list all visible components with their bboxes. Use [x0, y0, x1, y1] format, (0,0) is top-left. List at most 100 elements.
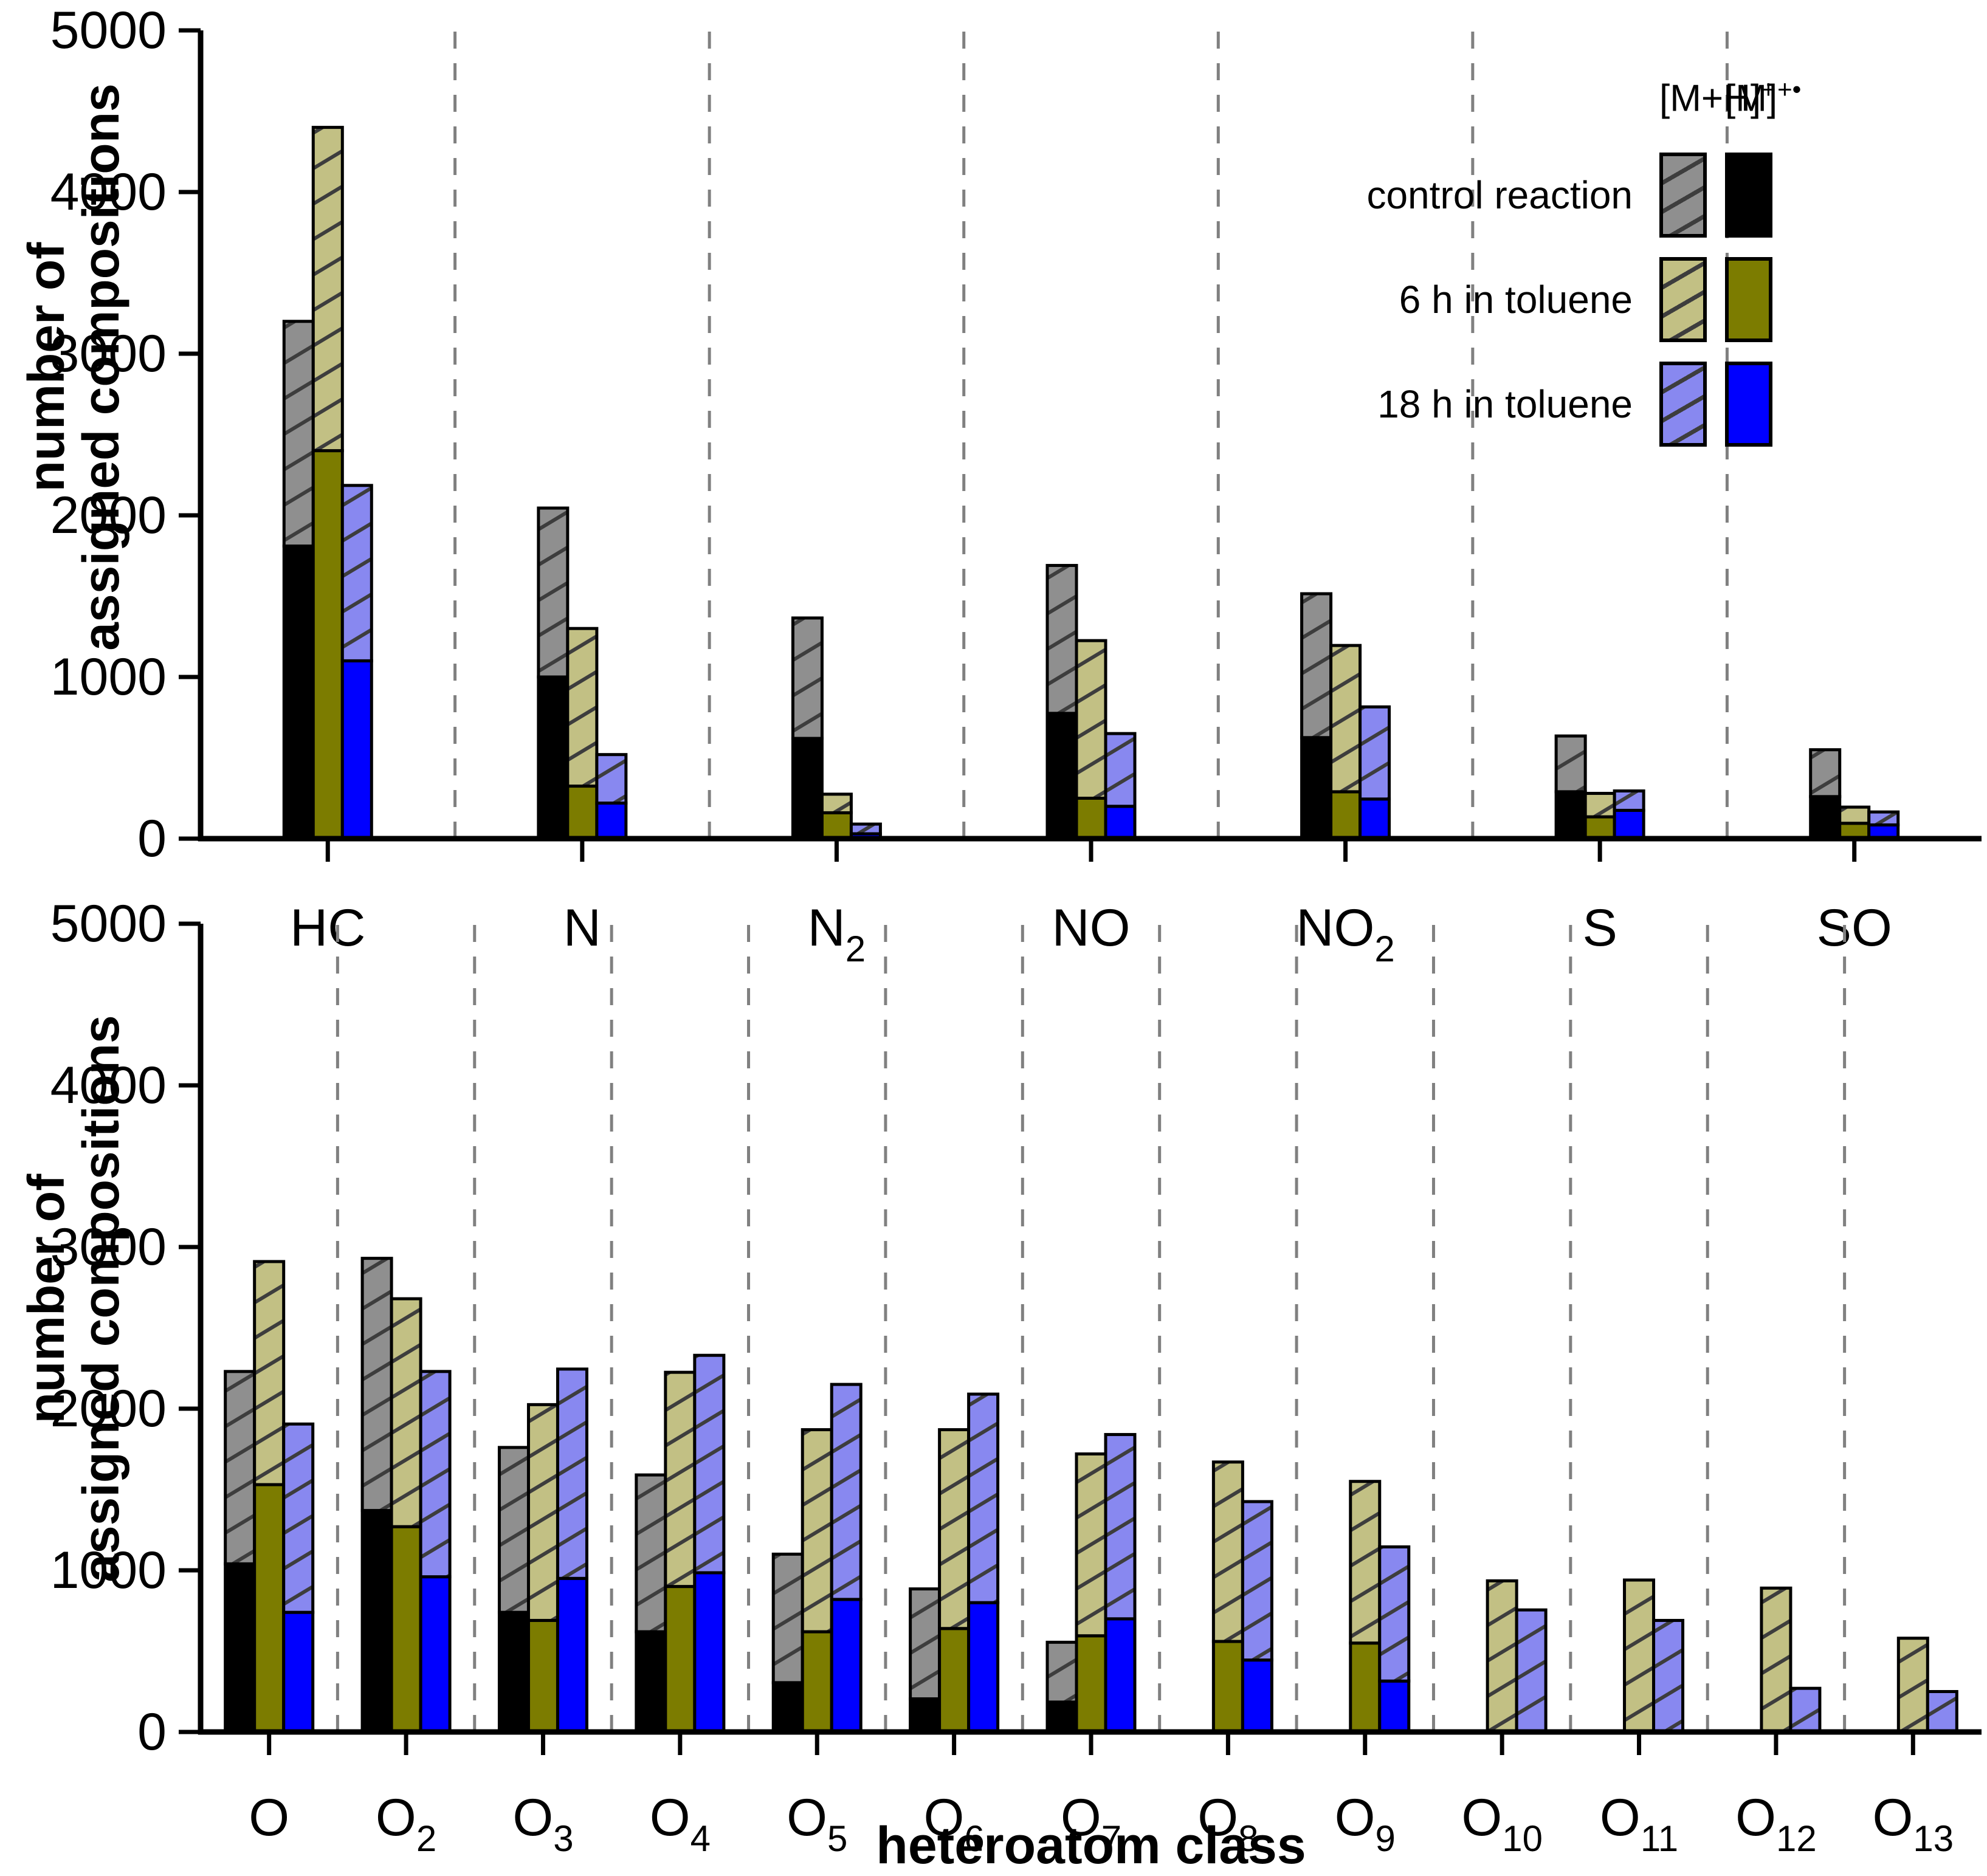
- bottom-bar-O12-cond1-hatchlines: [1761, 1588, 1791, 1732]
- bottom-yticklabel-3000: 3000: [50, 1218, 167, 1276]
- bottom-bar-O7-cond2-hatchoutline: [1104, 1433, 1137, 1621]
- bottom-bar-O7-cond0-hatchlines: [1047, 1642, 1076, 1702]
- top-xticklabel-HC: HC: [290, 899, 365, 957]
- top-yticklabel-5000: 5000: [50, 1, 167, 60]
- top-bar-N2-cond2-hatchoutline: [849, 822, 882, 836]
- top-bar-N-cond0-solid: [537, 675, 570, 840]
- top-bar-N2-cond1-hatchlines: [822, 794, 852, 813]
- bottom-bar-O7-cond2-solid: [1104, 1617, 1137, 1734]
- top-bar-N-cond2-solid: [595, 801, 628, 840]
- bottom-bar-O6-cond0-solid: [909, 1697, 942, 1734]
- top-bar-N-cond1-hatchoutline: [566, 627, 599, 788]
- top-bar-N-cond1-solid: [566, 785, 599, 840]
- bottom-yticklabel-5000: 5000: [50, 895, 167, 953]
- top-bar-SO-cond0-hatchlines: [1810, 749, 1840, 797]
- bottom-bar-O8-cond1-solid: [1211, 1640, 1244, 1734]
- bottom-bar-O-cond2-solid: [282, 1610, 315, 1734]
- bottom-bar-O6-cond0-hatchlines: [910, 1589, 940, 1699]
- legend-header-radical-sup: +•: [1777, 75, 1802, 103]
- bottom-bar-O5-cond2-hatchlines: [832, 1384, 861, 1599]
- bottom-bar-O4-cond0-hatchlines: [636, 1475, 666, 1632]
- legend-header-radical: [M]+•: [1725, 75, 1802, 120]
- bottom-bar-O4-cond2-solid: [693, 1571, 726, 1734]
- top-bar-S-cond0-hatchoutline: [1554, 734, 1587, 794]
- bottom-bar-O10-cond1-hatchlines: [1487, 1581, 1517, 1732]
- bottom-xticklabel-O9: O9: [1335, 1788, 1396, 1859]
- top-bar-N-cond1-hatchlines: [567, 628, 597, 786]
- bottom-bar-O4-cond1-hatchlines: [665, 1372, 695, 1587]
- top-bar-SO-cond2-hatchoutline: [1867, 810, 1900, 826]
- top-yticklabel-4000: 4000: [50, 163, 167, 221]
- top-bar-HC-cond2-solid: [340, 659, 373, 840]
- bottom-bar-O6-cond1-hatchlines: [939, 1429, 969, 1629]
- bottom-bar-O2-cond1-solid: [390, 1525, 422, 1734]
- bottom-xticklabel-O11: O11: [1600, 1788, 1678, 1859]
- bottom-bar-O3-cond2-hatchoutline: [556, 1367, 588, 1580]
- bottom-bar-O5-cond2-hatchoutline: [830, 1383, 863, 1601]
- bottom-bar-O9-cond2-hatchlines: [1379, 1547, 1409, 1682]
- bottom-bar-O7-cond2-hatchlines: [1106, 1434, 1135, 1619]
- bottom-bar-O5-cond0-hatchlines: [773, 1554, 803, 1683]
- bottom-yticklabel-2000: 2000: [50, 1380, 167, 1438]
- bottom-bar-O2-cond2-solid: [419, 1575, 452, 1734]
- legend-swatch-18h-hatched: [1659, 362, 1707, 447]
- top-bar-HC-cond2-hatchoutline: [340, 484, 373, 662]
- bottom-bar-O11-cond1-hatchlines: [1624, 1579, 1654, 1732]
- top-bar-HC-cond2-hatchlines: [342, 485, 372, 661]
- bottom-bar-O7-cond0-solid: [1045, 1700, 1078, 1734]
- top-bar-N2-cond0-hatchlines: [793, 617, 822, 739]
- bottom-xticklabel-O: O: [249, 1788, 289, 1847]
- bottom-bar-O4-cond0-solid: [635, 1630, 667, 1734]
- bottom-bar-O11-cond2-hatchlines: [1653, 1620, 1683, 1732]
- top-bar-NO-cond2-solid: [1104, 805, 1137, 840]
- top-bar-NO2-cond0-solid: [1300, 736, 1333, 840]
- bottom-bar-O-cond1-solid: [253, 1483, 286, 1734]
- top-bar-S-cond2-hatchoutline: [1613, 789, 1645, 812]
- bottom-bar-O-cond2-hatchlines: [283, 1424, 313, 1613]
- top-y-axis-title-line1: number of: [18, 242, 75, 492]
- top-bar-N-cond0-hatchlines: [538, 508, 568, 677]
- bottom-bar-O4-cond2-hatchoutline: [693, 1353, 726, 1575]
- top-bar-S-cond1-hatchlines: [1585, 793, 1615, 817]
- top-bar-S-cond0-hatchlines: [1556, 736, 1586, 792]
- bottom-xticklabel-O7: O7: [1061, 1788, 1121, 1859]
- bottom-bar-O9-cond2-solid: [1378, 1679, 1411, 1734]
- top-bar-N-cond2-hatchlines: [596, 754, 626, 803]
- x-axis-title: heteroatom class: [876, 1816, 1306, 1875]
- bottom-bar-O-cond1-hatchoutline: [253, 1260, 286, 1486]
- top-bar-NO-cond2-hatchlines: [1106, 734, 1135, 806]
- bottom-yticklabel-4000: 4000: [50, 1056, 167, 1115]
- top-bar-SO-cond0-hatchoutline: [1809, 748, 1842, 799]
- bottom-bar-O13-cond1-hatchlines: [1898, 1638, 1928, 1732]
- bottom-bar-O7-cond1-solid: [1075, 1634, 1107, 1734]
- bottom-bar-O5-cond1-hatchlines: [802, 1429, 832, 1632]
- bottom-bar-O12-cond2-hatchlines: [1790, 1688, 1820, 1732]
- top-bar-N2-cond0-hatchoutline: [791, 616, 824, 740]
- bottom-yticklabel-0: 0: [137, 1703, 167, 1761]
- bottom-y-axis-title-line1: number of: [18, 1173, 75, 1424]
- bottom-bar-O6-cond2-hatchoutline: [967, 1392, 1000, 1604]
- top-bar-NO2-cond0-hatchlines: [1301, 594, 1331, 738]
- top-bar-NO2-cond2-hatchoutline: [1359, 705, 1391, 801]
- bottom-bar-O2-cond1-hatchlines: [391, 1299, 421, 1527]
- bottom-xticklabel-O3: O3: [512, 1788, 573, 1859]
- bottom-bar-O5-cond1-solid: [801, 1630, 833, 1734]
- bottom-bar-O-cond0-hatchlines: [225, 1371, 255, 1564]
- bottom-xticklabel-O12: O12: [1735, 1788, 1817, 1859]
- legend-swatch-control-solid: [1725, 153, 1772, 238]
- top-bar-N2-cond2-hatchlines: [851, 824, 881, 834]
- top-yticklabel-1000: 1000: [50, 648, 167, 706]
- bottom-bar-O3-cond2-hatchlines: [557, 1369, 587, 1579]
- top-bar-N2-cond1-hatchoutline: [820, 792, 853, 814]
- legend: [M+H]+ [M]+• control reaction 6 h in tol…: [1349, 58, 1802, 456]
- bottom-xticklabel-O2: O2: [376, 1788, 436, 1859]
- legend-label-18h: 18 h in toluene: [1377, 382, 1633, 426]
- top-bar-N-cond2-hatchoutline: [595, 753, 628, 805]
- bottom-bar-O2-cond2-hatchlines: [421, 1371, 450, 1577]
- top-xticklabel-N: N: [563, 899, 601, 957]
- top-bar-NO2-cond1-hatchlines: [1331, 645, 1360, 792]
- top-yticklabel-3000: 3000: [50, 325, 167, 383]
- bottom-bar-O3-cond2-solid: [556, 1576, 588, 1734]
- bottom-bar-O3-cond1-hatchlines: [528, 1404, 558, 1621]
- top-bar-N-cond0-hatchoutline: [537, 506, 570, 679]
